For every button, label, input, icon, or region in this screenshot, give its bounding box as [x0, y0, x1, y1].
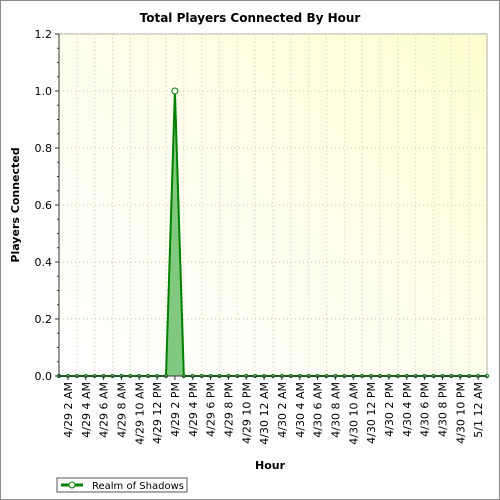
x-tick-label: 4/30 10 PM [454, 382, 467, 444]
x-tick-label: 4/30 2 PM [383, 382, 396, 437]
x-tick-label: 4/29 12 PM [151, 382, 164, 444]
x-tick-label: 4/30 4 AM [294, 382, 307, 438]
x-tick-label: 4/29 6 PM [205, 382, 218, 437]
x-tick-label: 4/29 8 AM [115, 382, 128, 438]
y-axis-title: Players Connected [9, 147, 22, 262]
x-tick-label: 4/29 4 AM [80, 382, 93, 438]
y-tick-label: 0.0 [35, 370, 53, 383]
x-tick-label: 4/30 8 PM [436, 382, 449, 437]
x-axis: 4/29 2 AM 4/29 4 AM 4/29 6 AM 4/29 8 AM 4/29… [58, 375, 488, 445]
x-tick-label: 4/30 8 AM [329, 382, 342, 438]
x-tick-label: 4/30 12 AM [258, 382, 271, 445]
y-tick-label: 0.2 [35, 313, 53, 326]
legend-label: Realm of Shadows [92, 481, 184, 492]
legend-swatch-marker [68, 481, 76, 489]
x-tick-label: 4/30 10 AM [347, 382, 360, 445]
x-tick-label: 4/29 2 AM [62, 382, 75, 438]
x-tick-label: 4/30 4 PM [401, 382, 414, 437]
y-tick-label: 1.2 [35, 28, 53, 41]
chart-title: Total Players Connected By Hour [140, 11, 361, 25]
y-tick-label: 0.4 [35, 256, 53, 269]
x-tick-label: 4/30 6 AM [312, 382, 325, 438]
data-point [171, 87, 179, 95]
x-tick-label: 4/29 10 AM [133, 382, 146, 445]
x-tick-label: 4/30 2 AM [276, 382, 289, 438]
y-tick-label: 0.8 [35, 142, 53, 155]
y-tick-label: 1.0 [35, 85, 53, 98]
x-tick-label: 4/29 8 PM [222, 382, 235, 437]
y-axis: 0.0 0.2 0.4 0.6 0.8 1.0 1.2 [35, 28, 60, 383]
x-tick-label: 4/29 4 PM [187, 382, 200, 437]
x-tick-label: 4/30 6 PM [419, 382, 432, 437]
legend-box [56, 477, 188, 493]
x-tick-label: 4/29 2 PM [169, 382, 182, 437]
x-tick-label: 4/29 10 PM [240, 382, 253, 444]
y-tick-label: 0.6 [35, 199, 53, 212]
x-tick-label: 5/1 12 AM [472, 382, 485, 438]
legend: Realm of Shadows [56, 477, 188, 493]
x-axis-title: Hour [255, 459, 286, 472]
x-tick-label: 4/29 6 AM [98, 382, 111, 438]
x-tick-label: 4/30 12 PM [365, 382, 378, 444]
